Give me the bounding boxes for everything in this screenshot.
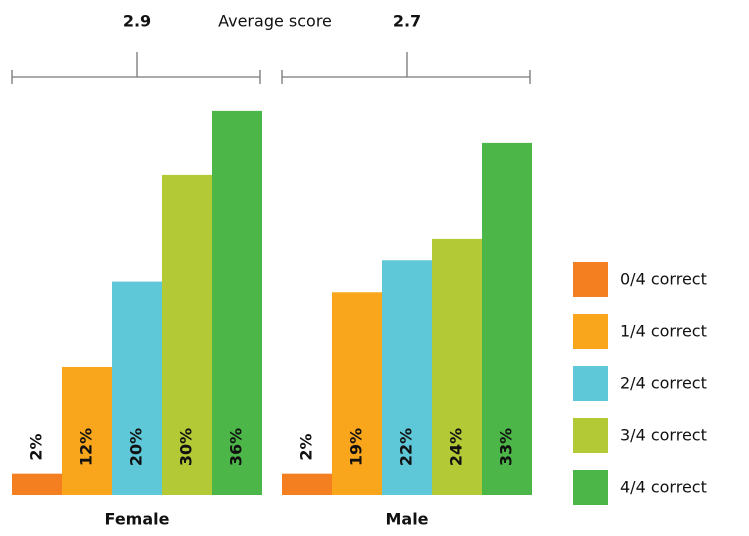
bar — [112, 281, 162, 495]
bar — [332, 292, 382, 495]
value-label: 33% — [497, 428, 516, 466]
value-label: 30% — [177, 428, 196, 466]
bar — [482, 142, 532, 495]
bar — [62, 366, 112, 495]
legend-swatch — [573, 470, 608, 505]
value-label: 19% — [347, 428, 366, 466]
average-score-value: 2.7 — [393, 12, 421, 31]
legend-label: 3/4 correct — [620, 426, 707, 445]
bar — [212, 110, 262, 495]
legend-label: 4/4 correct — [620, 478, 707, 497]
legend-swatch — [573, 314, 608, 349]
legend-label: 0/4 correct — [620, 270, 707, 289]
average-score-value: 2.9 — [123, 12, 151, 31]
bar — [432, 238, 482, 496]
bar — [282, 473, 332, 495]
value-label: 12% — [77, 428, 96, 466]
bar — [382, 260, 432, 495]
value-label: 22% — [397, 428, 416, 466]
value-label: 20% — [127, 428, 146, 466]
legend-swatch — [573, 262, 608, 297]
legend-label: 2/4 correct — [620, 374, 707, 393]
bar — [162, 174, 212, 495]
value-label: 36% — [227, 428, 246, 466]
legend-swatch — [573, 418, 608, 453]
category-label: Female — [105, 510, 170, 529]
legend-label: 1/4 correct — [620, 322, 707, 341]
value-label: 2% — [297, 433, 316, 460]
value-label: 24% — [447, 428, 466, 466]
category-label: Male — [385, 510, 428, 529]
bar — [12, 473, 62, 495]
average-score-label: Average score — [218, 12, 332, 31]
value-label: 2% — [27, 433, 46, 460]
legend-swatch — [573, 366, 608, 401]
